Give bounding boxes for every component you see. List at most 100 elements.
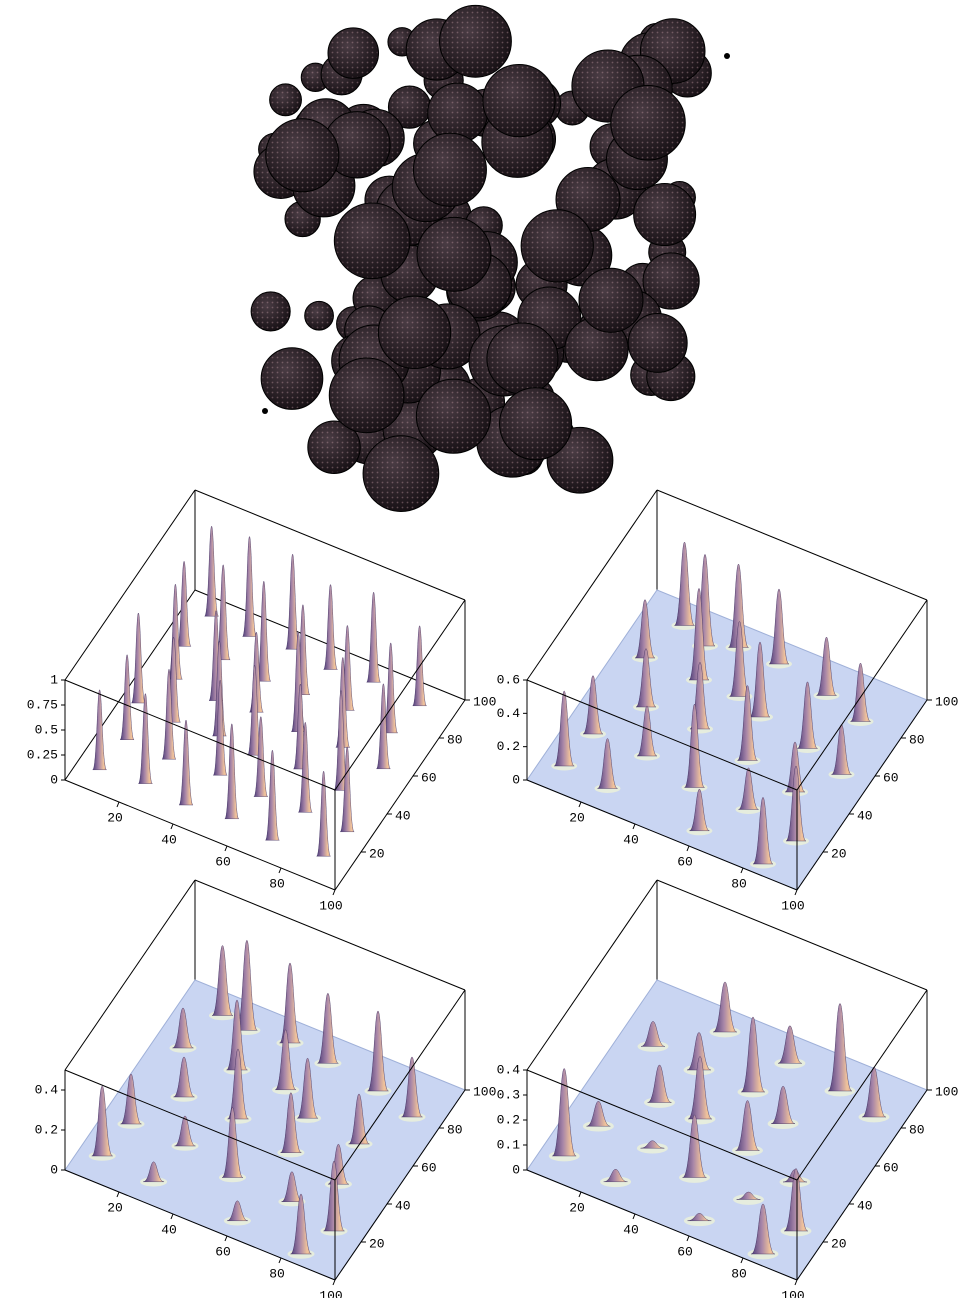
sphere-texture [335,203,410,278]
box-edge [334,599,466,791]
y-tick-label: 80 [447,732,463,747]
peak [634,599,656,659]
box-edge [64,679,336,791]
peak [797,681,818,749]
dot [262,408,268,414]
peak [316,770,331,857]
y-tick-label: 100 [473,694,496,709]
peak [285,553,300,650]
x-tick [578,801,582,808]
peak [737,685,758,761]
peak [91,1085,113,1157]
peak [211,945,234,1016]
sphere-texture [500,388,571,459]
x-tick-label: 20 [569,810,585,825]
box-edge [796,1089,928,1281]
sphere-texture [252,292,290,330]
x-tick [332,1279,336,1286]
peak [728,563,749,648]
peak [216,564,231,660]
peak [784,741,806,793]
x-tick [740,867,744,874]
peak [597,738,618,789]
peak [253,716,268,797]
sphere-texture [644,253,699,309]
y-tick-label: 20 [831,1236,847,1251]
x-tick [170,823,174,830]
peak [172,1007,194,1049]
x-tick-label: 20 [107,1200,123,1215]
x-tick [224,1235,228,1242]
box-edge [194,489,466,601]
peak [582,675,604,735]
z-tick-label: 0.1 [497,1137,521,1152]
sphere-texture [483,65,555,136]
peak [850,662,871,722]
peak [119,654,135,740]
peak [749,641,771,718]
sphere-texture [634,184,695,245]
z-tick-label: 0.5 [35,722,58,737]
peak [226,1200,248,1221]
box-edge [526,1069,798,1181]
x-tick-label: 100 [319,898,342,913]
y-tick-label: 60 [421,770,437,785]
peak [366,591,381,683]
peak [401,1056,423,1118]
box-edge [656,489,928,601]
peak [256,580,271,682]
peak [131,612,146,704]
peak [204,525,219,617]
sphere-texture [305,302,333,330]
peak [635,648,657,708]
peak [226,999,248,1071]
box-edge [64,1169,336,1281]
dot [724,53,730,59]
sphere-texture [328,28,378,78]
box-edge [796,699,928,891]
y-tick-label: 40 [857,808,873,823]
peak [383,642,398,734]
box-edge [64,779,336,891]
z-tick-label: 0.4 [497,706,521,721]
peak [323,1160,345,1232]
surface-plot: 20 40 60 80 100 20 40 60 80 100 0 0.25 0.5 0.75 1 [27,489,496,913]
z-tick-label: 1 [50,672,58,687]
y-tick-label: 60 [421,1160,437,1175]
peak [736,1191,761,1200]
peak [92,689,107,770]
x-tick-label: 40 [623,1222,639,1237]
box-edge [334,699,466,891]
x-tick-label: 100 [781,1288,804,1298]
sphere-texture [417,380,490,453]
y-tick-label: 60 [883,770,899,785]
peak [771,1085,796,1124]
x-tick-label: 60 [215,854,231,869]
z-tick-label: 0 [50,1162,58,1177]
sphere-texture [379,297,450,368]
x-tick [794,1279,798,1286]
peak [827,1003,853,1092]
y-tick-label: 100 [473,1084,496,1099]
peak [227,1048,249,1120]
peak [586,1100,611,1127]
box-edge [656,879,928,991]
x-tick-label: 40 [161,832,177,847]
peak [777,1025,802,1064]
peak [173,1056,195,1098]
x-tick [578,1191,582,1198]
peak [712,981,738,1033]
box-edge [334,989,466,1181]
peak [224,723,239,819]
peak [729,621,750,697]
peak [143,1161,165,1182]
peak [687,1056,713,1120]
peak [221,1107,244,1178]
z-tick-label: 0 [50,772,58,787]
peak [280,1092,302,1153]
peak [138,693,153,784]
sphere-texture [364,436,438,511]
sphere-texture [629,314,687,372]
